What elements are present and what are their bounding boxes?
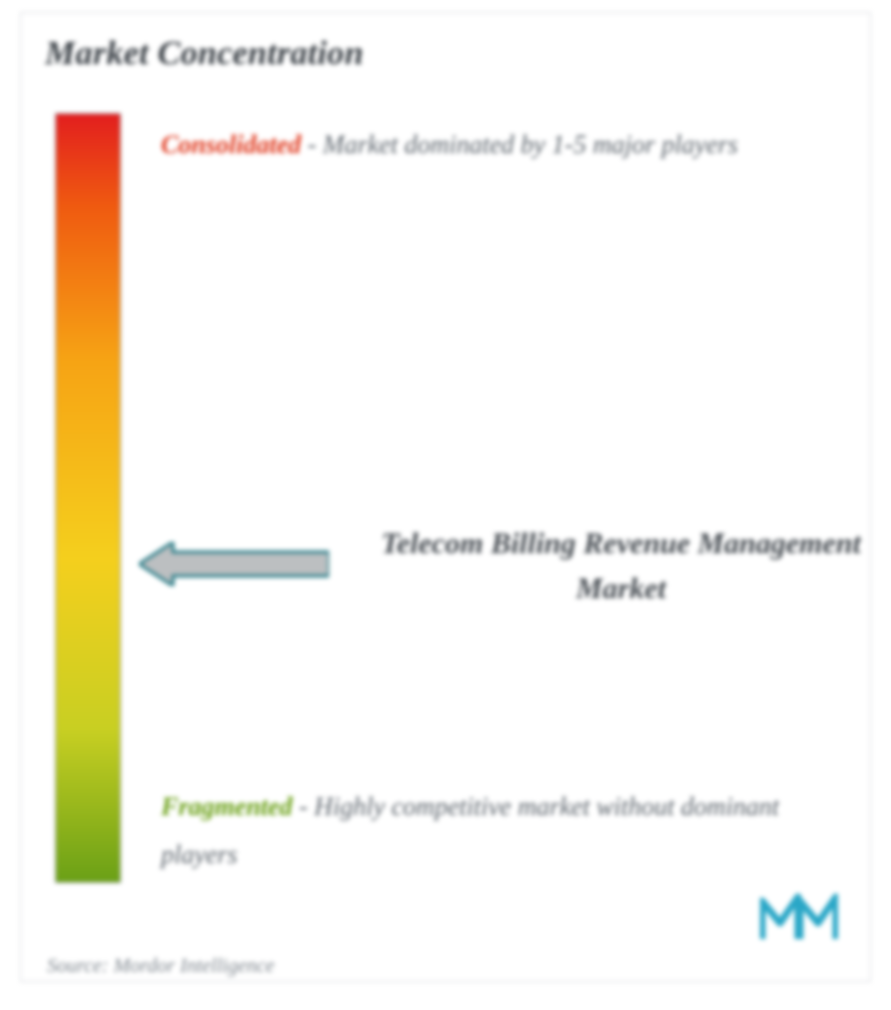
concentration-gradient-bar [55, 113, 121, 883]
consolidated-label: Consolidated [161, 130, 301, 159]
market-name-label: Telecom Billing Revenue Management Marke… [361, 521, 881, 611]
page-title: Market Concentration [45, 35, 364, 73]
fragmented-label: Fragmented [161, 792, 292, 821]
pointer-arrow [139, 542, 329, 586]
mordor-logo [760, 893, 838, 941]
source-attribution: Source: Mordor Intelligence [47, 955, 274, 978]
consolidated-description: Consolidated - Market dominated by 1-5 m… [161, 121, 851, 169]
infographic-frame: Market Concentration Consolidated - Mark… [20, 12, 871, 982]
pointer-arrow-shape [139, 542, 329, 586]
fragmented-description: Fragmented - Highly competitive market w… [161, 783, 851, 879]
consolidated-text: - Market dominated by 1-5 major players [308, 130, 738, 159]
